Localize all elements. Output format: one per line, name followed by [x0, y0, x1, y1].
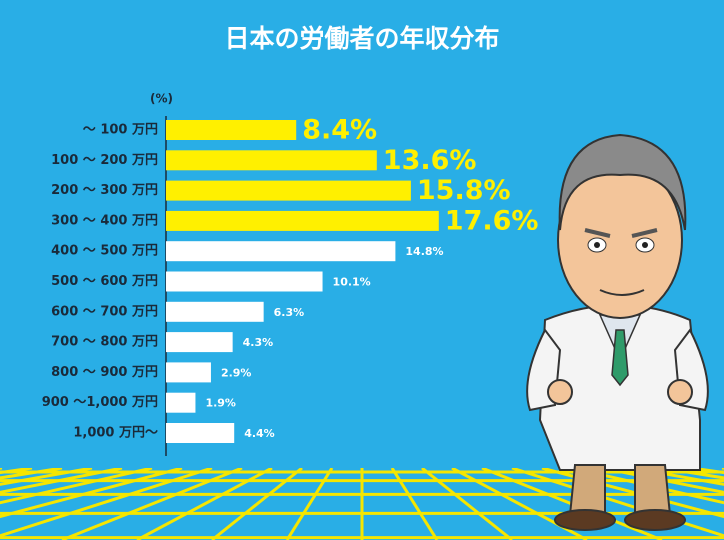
value-label: 6.3%: [274, 306, 305, 319]
bar: [166, 150, 377, 171]
floor-line: [390, 468, 439, 540]
value-label: 4.3%: [243, 336, 274, 349]
value-label: 14.8%: [405, 245, 443, 258]
floor-line: [0, 468, 183, 519]
value-label: 17.6%: [445, 205, 539, 236]
floor-line: [0, 468, 93, 486]
floor-line: [571, 468, 724, 505]
category-label: 1,000 万円～: [73, 426, 158, 441]
value-label: 13.6%: [383, 145, 477, 176]
floor-line: [285, 468, 334, 540]
category-label: 400 ～ 500 万円: [51, 244, 158, 259]
bar: [166, 423, 235, 443]
value-label: 10.1%: [333, 276, 371, 289]
category-label: 900 ～1,000 万円: [42, 395, 158, 410]
bar: [166, 301, 264, 322]
bar: [166, 120, 297, 140]
value-label: 4.4%: [244, 427, 275, 440]
floor-line: [421, 468, 513, 540]
bar: [166, 210, 439, 231]
floor-line: [61, 468, 243, 540]
floor-line: [0, 468, 153, 505]
floor-line: [511, 468, 724, 538]
category-label: 500 ～ 600 万円: [51, 274, 158, 289]
bar: [166, 271, 323, 292]
character: [526, 133, 709, 531]
category-label: 800 ～ 900 万円: [51, 365, 158, 380]
bar: [166, 362, 211, 383]
floor-line: [211, 468, 303, 540]
floor-line: [136, 468, 273, 540]
category-label: 100 ～ 200 万円: [51, 153, 158, 168]
bar: [166, 180, 411, 201]
floor-line: [0, 468, 213, 538]
unit-label: (%): [150, 92, 173, 106]
category-label: 700 ～ 800 万円: [51, 335, 158, 350]
bar: [166, 392, 196, 413]
value-label: 1.9%: [205, 397, 236, 410]
bar: [166, 241, 396, 262]
floor-line: [631, 468, 724, 486]
value-label: 15.8%: [417, 175, 511, 206]
floor-line: [0, 468, 123, 494]
category-label: ～ 100 万円: [83, 123, 158, 138]
bar: [166, 332, 233, 353]
chart-title: 日本の労働者の年収分布: [224, 24, 499, 53]
category-label: 200 ～ 300 万円: [51, 183, 158, 198]
category-label: 300 ～ 400 万円: [51, 213, 158, 228]
value-label: 2.9%: [221, 366, 252, 379]
value-label: 8.4%: [302, 115, 377, 146]
category-label: 600 ～ 700 万円: [51, 304, 158, 319]
